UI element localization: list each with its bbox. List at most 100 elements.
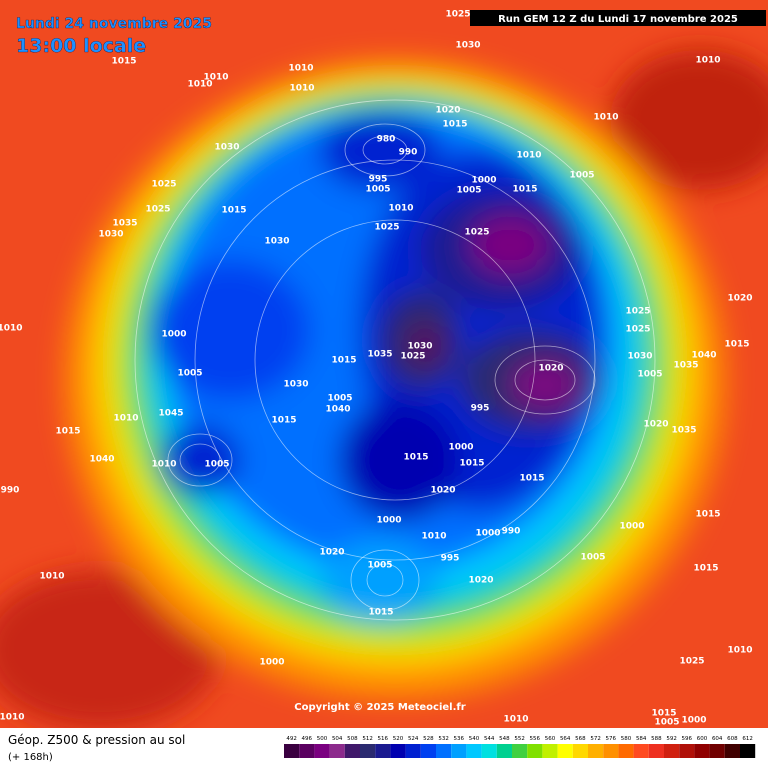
isobar-label: 1035 (673, 361, 698, 371)
isobar-label: 1010 (388, 204, 413, 214)
isobar-label: 1005 (456, 186, 481, 196)
isobar-label: 1020 (538, 364, 563, 374)
isobar-label: 1030 (264, 237, 289, 247)
isobar-label: 1020 (468, 576, 493, 586)
legend-label: 516 (378, 736, 389, 742)
isobar-label: 1015 (693, 564, 718, 574)
legend-swatch (740, 744, 756, 758)
isobar-label: 1010 (516, 151, 541, 161)
isobar-label: 1010 (39, 572, 64, 582)
legend-label: 584 (636, 736, 647, 742)
legend-swatch (466, 744, 482, 758)
isobar-label: 1000 (448, 443, 473, 453)
isobar-label: 1025 (445, 10, 470, 20)
isobar-label: 1000 (475, 529, 500, 539)
isobar-label: 1000 (681, 716, 706, 726)
legend-label: 512 (362, 736, 373, 742)
isobar-label: 1005 (637, 370, 662, 380)
footer-lead: (+ 168h) (8, 752, 53, 763)
isobar-label: 1000 (161, 330, 186, 340)
legend-label: 544 (484, 736, 495, 742)
legend-swatch (436, 744, 452, 758)
isobar-label: 1030 (98, 230, 123, 240)
legend-label: 600 (697, 736, 708, 742)
legend-swatch (390, 744, 406, 758)
legend-swatch (512, 744, 528, 758)
isobar-label: 1020 (643, 420, 668, 430)
isobar-label: 1035 (671, 426, 696, 436)
isobar-label: 1010 (0, 713, 25, 723)
isobar-label: 1025 (625, 325, 650, 335)
isobar-label: 995 (369, 175, 388, 185)
date-label: Lundi 24 novembre 2025 (16, 16, 212, 32)
legend-swatch (284, 744, 300, 758)
isobar-label: 990 (502, 527, 521, 537)
legend-label: 552 (514, 736, 525, 742)
isobar-label: 980 (377, 135, 396, 145)
legend-label: 508 (347, 736, 358, 742)
legend-label: 536 (454, 736, 465, 742)
isobar-label: 1020 (430, 486, 455, 496)
isobar-label: 1015 (724, 340, 749, 350)
legend-label: 520 (393, 736, 404, 742)
legend-swatch (451, 744, 467, 758)
legend-swatch (420, 744, 436, 758)
legend-swatch (679, 744, 695, 758)
isobar-label: 1010 (113, 414, 138, 424)
isobar-label: 1030 (407, 342, 432, 352)
legend-label: 580 (621, 736, 632, 742)
legend-label: 500 (317, 736, 328, 742)
isobar-label: 1010 (0, 324, 23, 334)
legend-swatch (481, 744, 497, 758)
isobar-label: 1030 (283, 380, 308, 390)
isobar-label: 1045 (158, 409, 183, 419)
isobar-label: 1040 (691, 351, 716, 361)
isobar-label: 1000 (619, 522, 644, 532)
isobar-label: 1015 (221, 206, 246, 216)
legend-label: 608 (727, 736, 738, 742)
isobar-label: 1025 (151, 180, 176, 190)
isobar-label: 1015 (651, 709, 676, 719)
legend-swatch (694, 744, 710, 758)
legend-label: 504 (332, 736, 343, 742)
legend-swatch (375, 744, 391, 758)
isobar-label: 1010 (289, 84, 314, 94)
isobar-label: 1015 (442, 120, 467, 130)
legend-label: 528 (423, 736, 434, 742)
legend-label: 548 (499, 736, 510, 742)
isobar-label: 1015 (331, 356, 356, 366)
isobar-label: 1030 (455, 41, 480, 51)
isobar-label: 995 (441, 554, 460, 564)
legend-label: 588 (651, 736, 662, 742)
isobar-label: 1000 (259, 658, 284, 668)
legend-swatch (527, 744, 543, 758)
isobar-label: 1015 (519, 474, 544, 484)
legend-swatch (314, 744, 330, 758)
run-label: Run GEM 12 Z du Lundi 17 novembre 2025 (498, 14, 738, 25)
geopotential-field (0, 50, 768, 728)
isobar-label: 1010 (593, 113, 618, 123)
legend-label: 556 (530, 736, 541, 742)
isobar-label: 1035 (112, 219, 137, 229)
legend-label: 576 (606, 736, 617, 742)
legend-label: 596 (682, 736, 693, 742)
isobar-label: 1010 (203, 73, 228, 83)
legend-label: 568 (575, 736, 586, 742)
isobar-label: 990 (399, 148, 418, 158)
isobar-label: 1030 (214, 143, 239, 153)
isobar-label: 1005 (327, 394, 352, 404)
copyright: Copyright © 2025 Meteociel.fr (294, 702, 465, 713)
isobar-label: 1005 (204, 460, 229, 470)
isobar-label: 1010 (288, 64, 313, 74)
legend-swatch (724, 744, 740, 758)
footer-title: Géop. Z500 & pression au sol (8, 733, 185, 747)
isobar-label: 1035 (367, 350, 392, 360)
isobar-label: 1015 (271, 416, 296, 426)
isobar-label: 1025 (625, 307, 650, 317)
legend-swatch (405, 744, 421, 758)
legend-swatch (664, 744, 680, 758)
legend-swatch (572, 744, 588, 758)
isobar-label: 1005 (654, 718, 679, 728)
isobar-label: 1015 (459, 459, 484, 469)
isobar-label: 1010 (187, 80, 212, 90)
